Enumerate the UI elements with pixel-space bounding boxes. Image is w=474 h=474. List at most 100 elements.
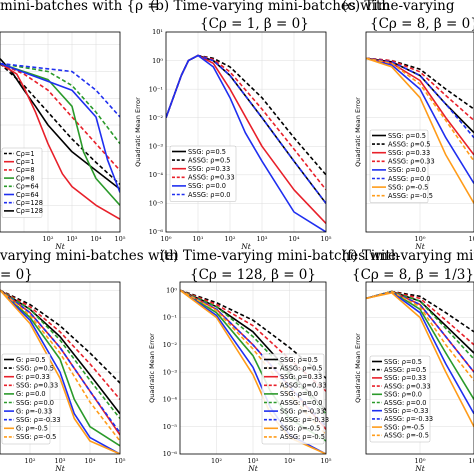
y-axis-label-b: Quadratic Mean Error xyxy=(134,97,142,167)
legend-label: ASSG: ρ=0.0 xyxy=(280,399,323,407)
series-line-c-1 xyxy=(366,57,474,110)
axes-frame-c xyxy=(365,31,474,233)
legend-label: SSG: ρ=0.5 xyxy=(384,358,422,366)
legend-label: G: ρ=0.33 xyxy=(16,373,50,381)
legend-box-c xyxy=(369,129,429,204)
title-b-line2: {Cρ = 1, β = 0} xyxy=(200,16,309,32)
x-tick-label: 10⁴ xyxy=(289,235,300,243)
title-e-line2: {Cρ = 128, β = 0} xyxy=(190,267,316,283)
legend-label: ASSG: ρ=-0.5 xyxy=(280,433,325,441)
legend-label: SSG: ρ=0.5 xyxy=(188,148,226,156)
series-line-a-0 xyxy=(0,58,120,190)
axes-frame-b xyxy=(165,31,327,233)
legend-label: SSG: ρ=0.5 xyxy=(388,132,426,140)
series-line-f-8 xyxy=(366,292,474,428)
legend-label: SSG: ρ=0.33 xyxy=(384,374,426,382)
series-line-d-2 xyxy=(0,289,120,436)
series-line-e-1 xyxy=(180,289,326,379)
legend-label: G: ρ=-0.33 xyxy=(16,407,52,415)
legend-label: ASSG: ρ=0.5 xyxy=(388,140,431,148)
legend-label: ASSG: ρ=-0.33 xyxy=(384,415,433,423)
legend-label: SSG: ρ=0.0 xyxy=(388,166,426,174)
x-tick-label: 10³ xyxy=(248,457,259,465)
panel-b: 10⁰ 10¹ 10² 10³ 10⁴ 10⁵ 10⁻⁶ 10⁻⁵ 10⁻⁴ 10⁻³ 10⁻² 10… xyxy=(134,28,332,251)
title-a-line1: mini-batches with {ρ = xyxy=(0,0,159,14)
x-tick-label: 10¹ xyxy=(193,235,204,243)
x-tick-label: 10⁴ xyxy=(85,457,96,465)
x-axis-label-f: Nt xyxy=(414,464,426,473)
series-line-d-1 xyxy=(0,289,120,384)
series-line-d-9 xyxy=(0,289,120,442)
legend-label: SSG: ρ=0.5 xyxy=(16,364,54,372)
series-line-b-3 xyxy=(166,54,326,191)
y-tick-label: 10⁰ xyxy=(166,286,177,294)
series-line-c-6 xyxy=(366,57,474,204)
legend-label: SSG: ρ=-0.5 xyxy=(16,433,56,441)
legend-label: Cρ=64 xyxy=(16,191,39,199)
y-tick-label: 10⁻⁶ xyxy=(149,228,164,236)
legend-label: ASSG: ρ=0.33 xyxy=(188,174,235,182)
x-tick-label: 10⁰ xyxy=(415,235,426,243)
legend-label: ASSG: ρ=0.33 xyxy=(280,382,327,390)
series-line-d-0 xyxy=(0,289,120,415)
legend-label: SSG: ρ=0.33 xyxy=(280,373,322,381)
axes-frame-d xyxy=(0,281,121,455)
title-d-line2: = 0} xyxy=(0,267,33,283)
x-tick-label: 10⁵ xyxy=(321,235,332,243)
legend-label: ASSG: ρ=0.5 xyxy=(384,366,427,374)
title-f-line2: {Cρ = 8, β = 1/3} xyxy=(352,267,474,283)
y-tick-label: 10⁻⁵ xyxy=(163,423,178,431)
y-tick-label: 10⁻² xyxy=(149,114,164,122)
legend-label: SSG: ρ=-0.33 xyxy=(384,407,429,415)
legend-label: ASSG: ρ=0.0 xyxy=(384,399,427,407)
legend-label: SSG: ρ=-0.33 xyxy=(16,416,61,424)
series-line-b-1 xyxy=(166,54,326,176)
series-line-f-7 xyxy=(366,290,474,373)
legend-label: ASSG: ρ=0.33 xyxy=(384,382,431,390)
x-tick-label: 10³ xyxy=(55,457,66,465)
y-tick-label: 10⁻⁴ xyxy=(149,171,164,179)
legend-label: SSG: ρ=-0.5 xyxy=(384,423,424,431)
x-tick-label: 10² xyxy=(225,235,236,243)
series-line-b-5 xyxy=(166,54,326,204)
y-tick-label: 10¹ xyxy=(152,28,163,36)
y-tick-label: 10⁻⁴ xyxy=(163,396,178,404)
y-tick-label: 10⁻³ xyxy=(163,368,178,376)
series-line-c-7 xyxy=(366,57,474,162)
legend-label: Cρ=8 xyxy=(16,174,35,182)
axes-frame-f xyxy=(365,281,474,455)
series-line-a-3 xyxy=(0,62,120,172)
legend-label: Cρ=128 xyxy=(16,199,43,207)
panel-a: 10² 10³ 10⁴ 10⁵NtCρ=1Cρ=1Cρ=8Cρ=8Cρ=64Cρ=64… xyxy=(0,31,126,251)
legend-box-a xyxy=(1,147,43,218)
x-axis-label-a: Nt xyxy=(54,242,66,251)
y-tick-label: 10⁻³ xyxy=(149,142,164,150)
x-tick-label: 10¹ xyxy=(469,457,474,465)
legend-label: SSG: ρ=-0.5 xyxy=(280,425,320,433)
series-line-d-3 xyxy=(0,289,120,400)
legend-label: ASSG: ρ=0.33 xyxy=(388,158,435,166)
series-line-a-2 xyxy=(0,62,120,220)
x-tick-label: 10⁵ xyxy=(115,235,126,243)
series-line-e-3 xyxy=(180,289,326,392)
chart-panels: 10² 10³ 10⁴ 10⁵NtCρ=1Cρ=1Cρ=8Cρ=8Cρ=64Cρ=64… xyxy=(0,28,474,473)
y-axis-label-f: Quadratic Mean Error xyxy=(354,333,362,403)
legend-label: SSG: ρ=0.33 xyxy=(388,149,430,157)
series-line-d-8 xyxy=(0,289,120,454)
y-tick-label: 10⁻² xyxy=(163,341,178,349)
x-tick-label: 10⁰ xyxy=(161,235,172,243)
legend-label: SSG: ρ=-0.5 xyxy=(388,183,428,191)
legend-label: ASSG: ρ=0.0 xyxy=(388,175,431,183)
series-line-a-6 xyxy=(0,62,120,193)
title-b-line1: (b) Time-varying mini-batches with xyxy=(150,0,390,14)
title-c-line2: {Cρ = 8, β = 0} xyxy=(370,16,474,32)
y-tick-label: 10⁻¹ xyxy=(163,314,178,322)
legend-label: ASSG: ρ=-0.5 xyxy=(388,192,433,200)
legend-label: SSG: ρ=-0.33 xyxy=(280,407,325,415)
legend-label: ASSG: ρ=0.0 xyxy=(188,191,231,199)
legend-label: ASSG: ρ=-0.5 xyxy=(384,432,429,440)
legend-label: Cρ=8 xyxy=(16,166,35,174)
x-tick-label: 10⁵ xyxy=(321,457,332,465)
series-line-b-4 xyxy=(166,54,326,232)
